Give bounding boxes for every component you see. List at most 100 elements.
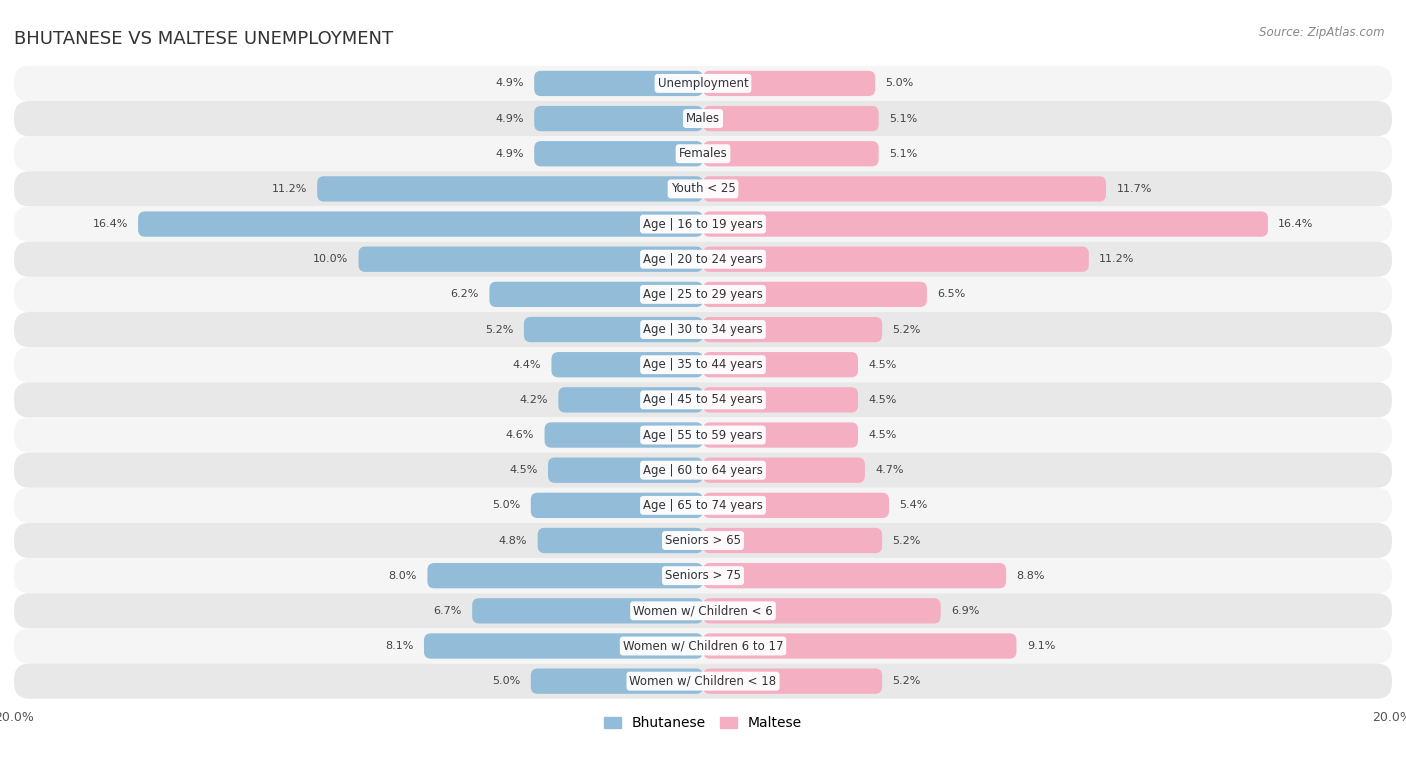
Text: 6.5%: 6.5% — [938, 289, 966, 299]
FancyBboxPatch shape — [14, 382, 1392, 417]
Text: 4.9%: 4.9% — [495, 114, 524, 123]
Text: 6.9%: 6.9% — [950, 606, 980, 616]
FancyBboxPatch shape — [14, 523, 1392, 558]
Text: 4.4%: 4.4% — [513, 360, 541, 369]
Text: Age | 16 to 19 years: Age | 16 to 19 years — [643, 217, 763, 231]
FancyBboxPatch shape — [14, 101, 1392, 136]
Text: 16.4%: 16.4% — [93, 219, 128, 229]
FancyBboxPatch shape — [703, 211, 1268, 237]
Text: Age | 35 to 44 years: Age | 35 to 44 years — [643, 358, 763, 371]
Text: 4.9%: 4.9% — [495, 148, 524, 159]
FancyBboxPatch shape — [551, 352, 703, 377]
FancyBboxPatch shape — [544, 422, 703, 447]
FancyBboxPatch shape — [359, 247, 703, 272]
FancyBboxPatch shape — [14, 417, 1392, 453]
Text: 4.7%: 4.7% — [875, 466, 904, 475]
FancyBboxPatch shape — [534, 70, 703, 96]
Text: Age | 65 to 74 years: Age | 65 to 74 years — [643, 499, 763, 512]
FancyBboxPatch shape — [548, 457, 703, 483]
FancyBboxPatch shape — [703, 282, 927, 307]
FancyBboxPatch shape — [427, 563, 703, 588]
Text: Age | 30 to 34 years: Age | 30 to 34 years — [643, 323, 763, 336]
FancyBboxPatch shape — [703, 634, 1017, 659]
FancyBboxPatch shape — [703, 352, 858, 377]
FancyBboxPatch shape — [14, 488, 1392, 523]
Text: 5.2%: 5.2% — [893, 676, 921, 686]
FancyBboxPatch shape — [14, 241, 1392, 277]
FancyBboxPatch shape — [703, 317, 882, 342]
Text: 11.2%: 11.2% — [1099, 254, 1135, 264]
FancyBboxPatch shape — [14, 207, 1392, 241]
FancyBboxPatch shape — [472, 598, 703, 624]
Text: Seniors > 65: Seniors > 65 — [665, 534, 741, 547]
Text: Women w/ Children < 6: Women w/ Children < 6 — [633, 604, 773, 617]
FancyBboxPatch shape — [558, 388, 703, 413]
FancyBboxPatch shape — [703, 388, 858, 413]
FancyBboxPatch shape — [531, 493, 703, 518]
Text: Age | 45 to 54 years: Age | 45 to 54 years — [643, 394, 763, 407]
FancyBboxPatch shape — [14, 628, 1392, 664]
FancyBboxPatch shape — [14, 347, 1392, 382]
FancyBboxPatch shape — [703, 598, 941, 624]
Text: 8.8%: 8.8% — [1017, 571, 1045, 581]
Text: 5.0%: 5.0% — [492, 500, 520, 510]
Legend: Bhutanese, Maltese: Bhutanese, Maltese — [599, 711, 807, 736]
Text: 11.7%: 11.7% — [1116, 184, 1152, 194]
Text: 4.2%: 4.2% — [519, 395, 548, 405]
Text: Age | 20 to 24 years: Age | 20 to 24 years — [643, 253, 763, 266]
FancyBboxPatch shape — [703, 457, 865, 483]
FancyBboxPatch shape — [425, 634, 703, 659]
FancyBboxPatch shape — [14, 277, 1392, 312]
Text: 10.0%: 10.0% — [314, 254, 349, 264]
Text: 4.9%: 4.9% — [495, 79, 524, 89]
Text: 9.1%: 9.1% — [1026, 641, 1054, 651]
FancyBboxPatch shape — [703, 247, 1088, 272]
Text: Women w/ Children 6 to 17: Women w/ Children 6 to 17 — [623, 640, 783, 653]
Text: Source: ZipAtlas.com: Source: ZipAtlas.com — [1260, 26, 1385, 39]
Text: 5.1%: 5.1% — [889, 148, 917, 159]
Text: 4.5%: 4.5% — [869, 360, 897, 369]
Text: 5.0%: 5.0% — [492, 676, 520, 686]
FancyBboxPatch shape — [14, 558, 1392, 593]
FancyBboxPatch shape — [14, 453, 1392, 488]
Text: 6.2%: 6.2% — [451, 289, 479, 299]
FancyBboxPatch shape — [534, 106, 703, 131]
Text: Age | 25 to 29 years: Age | 25 to 29 years — [643, 288, 763, 301]
FancyBboxPatch shape — [14, 171, 1392, 207]
Text: Unemployment: Unemployment — [658, 77, 748, 90]
FancyBboxPatch shape — [703, 106, 879, 131]
FancyBboxPatch shape — [703, 70, 875, 96]
Text: 5.2%: 5.2% — [485, 325, 513, 335]
Text: 8.1%: 8.1% — [385, 641, 413, 651]
FancyBboxPatch shape — [14, 312, 1392, 347]
Text: BHUTANESE VS MALTESE UNEMPLOYMENT: BHUTANESE VS MALTESE UNEMPLOYMENT — [14, 30, 394, 48]
FancyBboxPatch shape — [703, 141, 879, 167]
Text: Age | 55 to 59 years: Age | 55 to 59 years — [643, 428, 763, 441]
FancyBboxPatch shape — [703, 422, 858, 447]
Text: Males: Males — [686, 112, 720, 125]
FancyBboxPatch shape — [531, 668, 703, 694]
Text: 5.0%: 5.0% — [886, 79, 914, 89]
Text: 5.1%: 5.1% — [889, 114, 917, 123]
Text: 16.4%: 16.4% — [1278, 219, 1313, 229]
FancyBboxPatch shape — [318, 176, 703, 201]
FancyBboxPatch shape — [703, 528, 882, 553]
FancyBboxPatch shape — [524, 317, 703, 342]
FancyBboxPatch shape — [14, 593, 1392, 628]
FancyBboxPatch shape — [537, 528, 703, 553]
Text: 4.5%: 4.5% — [509, 466, 537, 475]
FancyBboxPatch shape — [14, 66, 1392, 101]
Text: 5.2%: 5.2% — [893, 535, 921, 546]
FancyBboxPatch shape — [14, 136, 1392, 171]
Text: Youth < 25: Youth < 25 — [671, 182, 735, 195]
Text: Seniors > 75: Seniors > 75 — [665, 569, 741, 582]
Text: 5.2%: 5.2% — [893, 325, 921, 335]
Text: 6.7%: 6.7% — [433, 606, 461, 616]
Text: 5.4%: 5.4% — [900, 500, 928, 510]
FancyBboxPatch shape — [703, 493, 889, 518]
Text: 4.5%: 4.5% — [869, 430, 897, 440]
Text: Females: Females — [679, 148, 727, 160]
Text: 4.6%: 4.6% — [506, 430, 534, 440]
Text: Age | 60 to 64 years: Age | 60 to 64 years — [643, 464, 763, 477]
FancyBboxPatch shape — [703, 563, 1007, 588]
